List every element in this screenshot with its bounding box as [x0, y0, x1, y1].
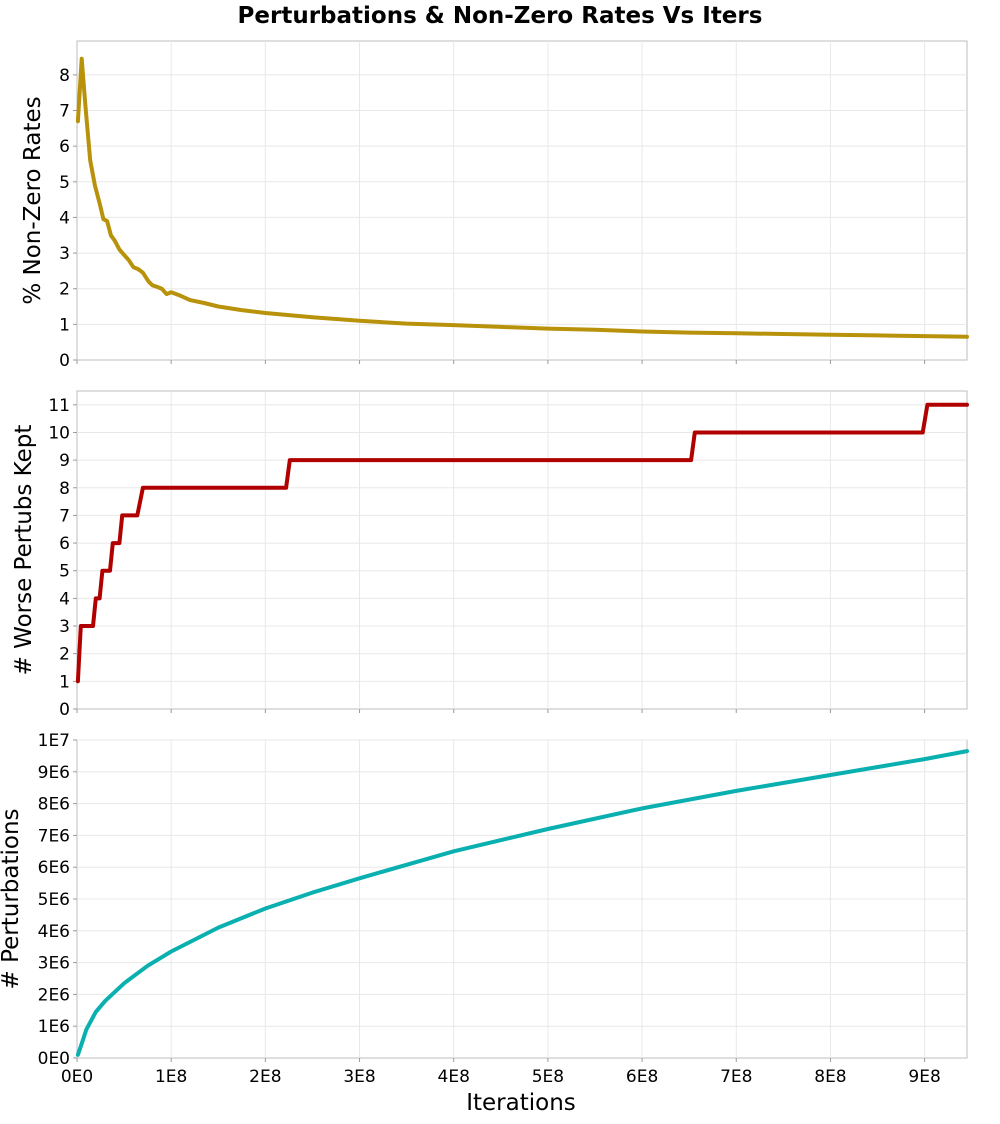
series-line-2 — [75, 402, 969, 684]
x-tick-label: 6E8 — [626, 1067, 658, 1087]
y-tick-label: 1 — [59, 672, 70, 692]
plot-frame — [76, 390, 968, 710]
panel-3: 0E0 1E6 2E6 3E6 4E6 5E6 6E6 7E6 8E6 9E6 1E7 0E0 1E8 2… — [0, 731, 969, 1087]
y-tick-label: 0 — [59, 700, 70, 720]
y-tick-label: 6E6 — [38, 858, 70, 878]
y-tick-label: 2 — [59, 280, 70, 300]
x-tick-label: 2E8 — [249, 1067, 281, 1087]
y-tick-label: 6 — [59, 137, 70, 157]
y-tick-label: 7E6 — [38, 826, 70, 846]
y-tick-label: 1 — [59, 315, 70, 335]
series-line-3 — [75, 749, 969, 1057]
y-tick-label: 5 — [59, 562, 70, 582]
x-tick-label: 9E8 — [908, 1067, 940, 1087]
y-tick-label: 3E6 — [38, 954, 70, 974]
y-tick-label: 2E6 — [38, 985, 70, 1005]
y-tick-label: 11 — [48, 396, 70, 416]
x-tick-label: 7E8 — [720, 1067, 752, 1087]
y-tick-label: 9 — [59, 451, 70, 471]
y-tick-label: 0 — [59, 351, 70, 371]
y-tick-label: 4E6 — [38, 922, 70, 942]
y-tick-label: 4 — [59, 208, 70, 228]
y-tick-label: 9E6 — [38, 763, 70, 783]
y-tick-label: 5 — [59, 173, 70, 193]
chart-title: Perturbations & Non-Zero Rates Vs Iters — [238, 3, 763, 29]
y-tick-label: 8 — [59, 479, 70, 499]
y-tick-label: 3 — [59, 244, 70, 264]
y-tick-label: 8E6 — [38, 795, 70, 815]
x-tick-label: 1E8 — [155, 1067, 187, 1087]
y-tick-label: 7 — [59, 102, 70, 122]
panel-1: 0 1 2 3 4 5 6 7 8 % Non-Zero Rates — [20, 40, 969, 371]
x-tick-label: 5E8 — [532, 1067, 564, 1087]
y-tick-label: 0E0 — [38, 1049, 70, 1069]
panels: 0 1 2 3 4 5 6 7 8 % Non-Zero Rates 0 1 2 3 4 5 6 7 8 9 10 11 #… — [0, 40, 969, 1087]
y-tick-label: 3 — [59, 617, 70, 637]
y-tick-label: 2 — [59, 645, 70, 665]
x-axis-label: Iterations — [466, 1090, 576, 1116]
x-tick-label: 0E0 — [61, 1067, 93, 1087]
panel-2: 0 1 2 3 4 5 6 7 8 9 10 11 # Worse Pertubs Kept — [11, 390, 969, 720]
y-tick-label: 5E6 — [38, 890, 70, 910]
x-tick-label: 3E8 — [343, 1067, 375, 1087]
x-tick-label: 4E8 — [438, 1067, 470, 1087]
y-tick-label: 6 — [59, 534, 70, 554]
y-tick-label: 8 — [59, 66, 70, 86]
y-tick-label: 10 — [48, 423, 70, 443]
y-tick-label: 1E6 — [38, 1017, 70, 1037]
y-axis-label: % Non-Zero Rates — [20, 96, 46, 304]
y-tick-label: 1E7 — [38, 731, 70, 751]
series-line-1 — [75, 56, 969, 339]
plot-frame — [76, 40, 968, 361]
y-tick-label: 7 — [59, 506, 70, 526]
y-tick-label: 4 — [59, 589, 70, 609]
y-axis-label: # Worse Pertubs Kept — [11, 425, 37, 676]
x-tick-label: 8E8 — [814, 1067, 846, 1087]
y-axis-label: # Perturbations — [0, 808, 24, 989]
